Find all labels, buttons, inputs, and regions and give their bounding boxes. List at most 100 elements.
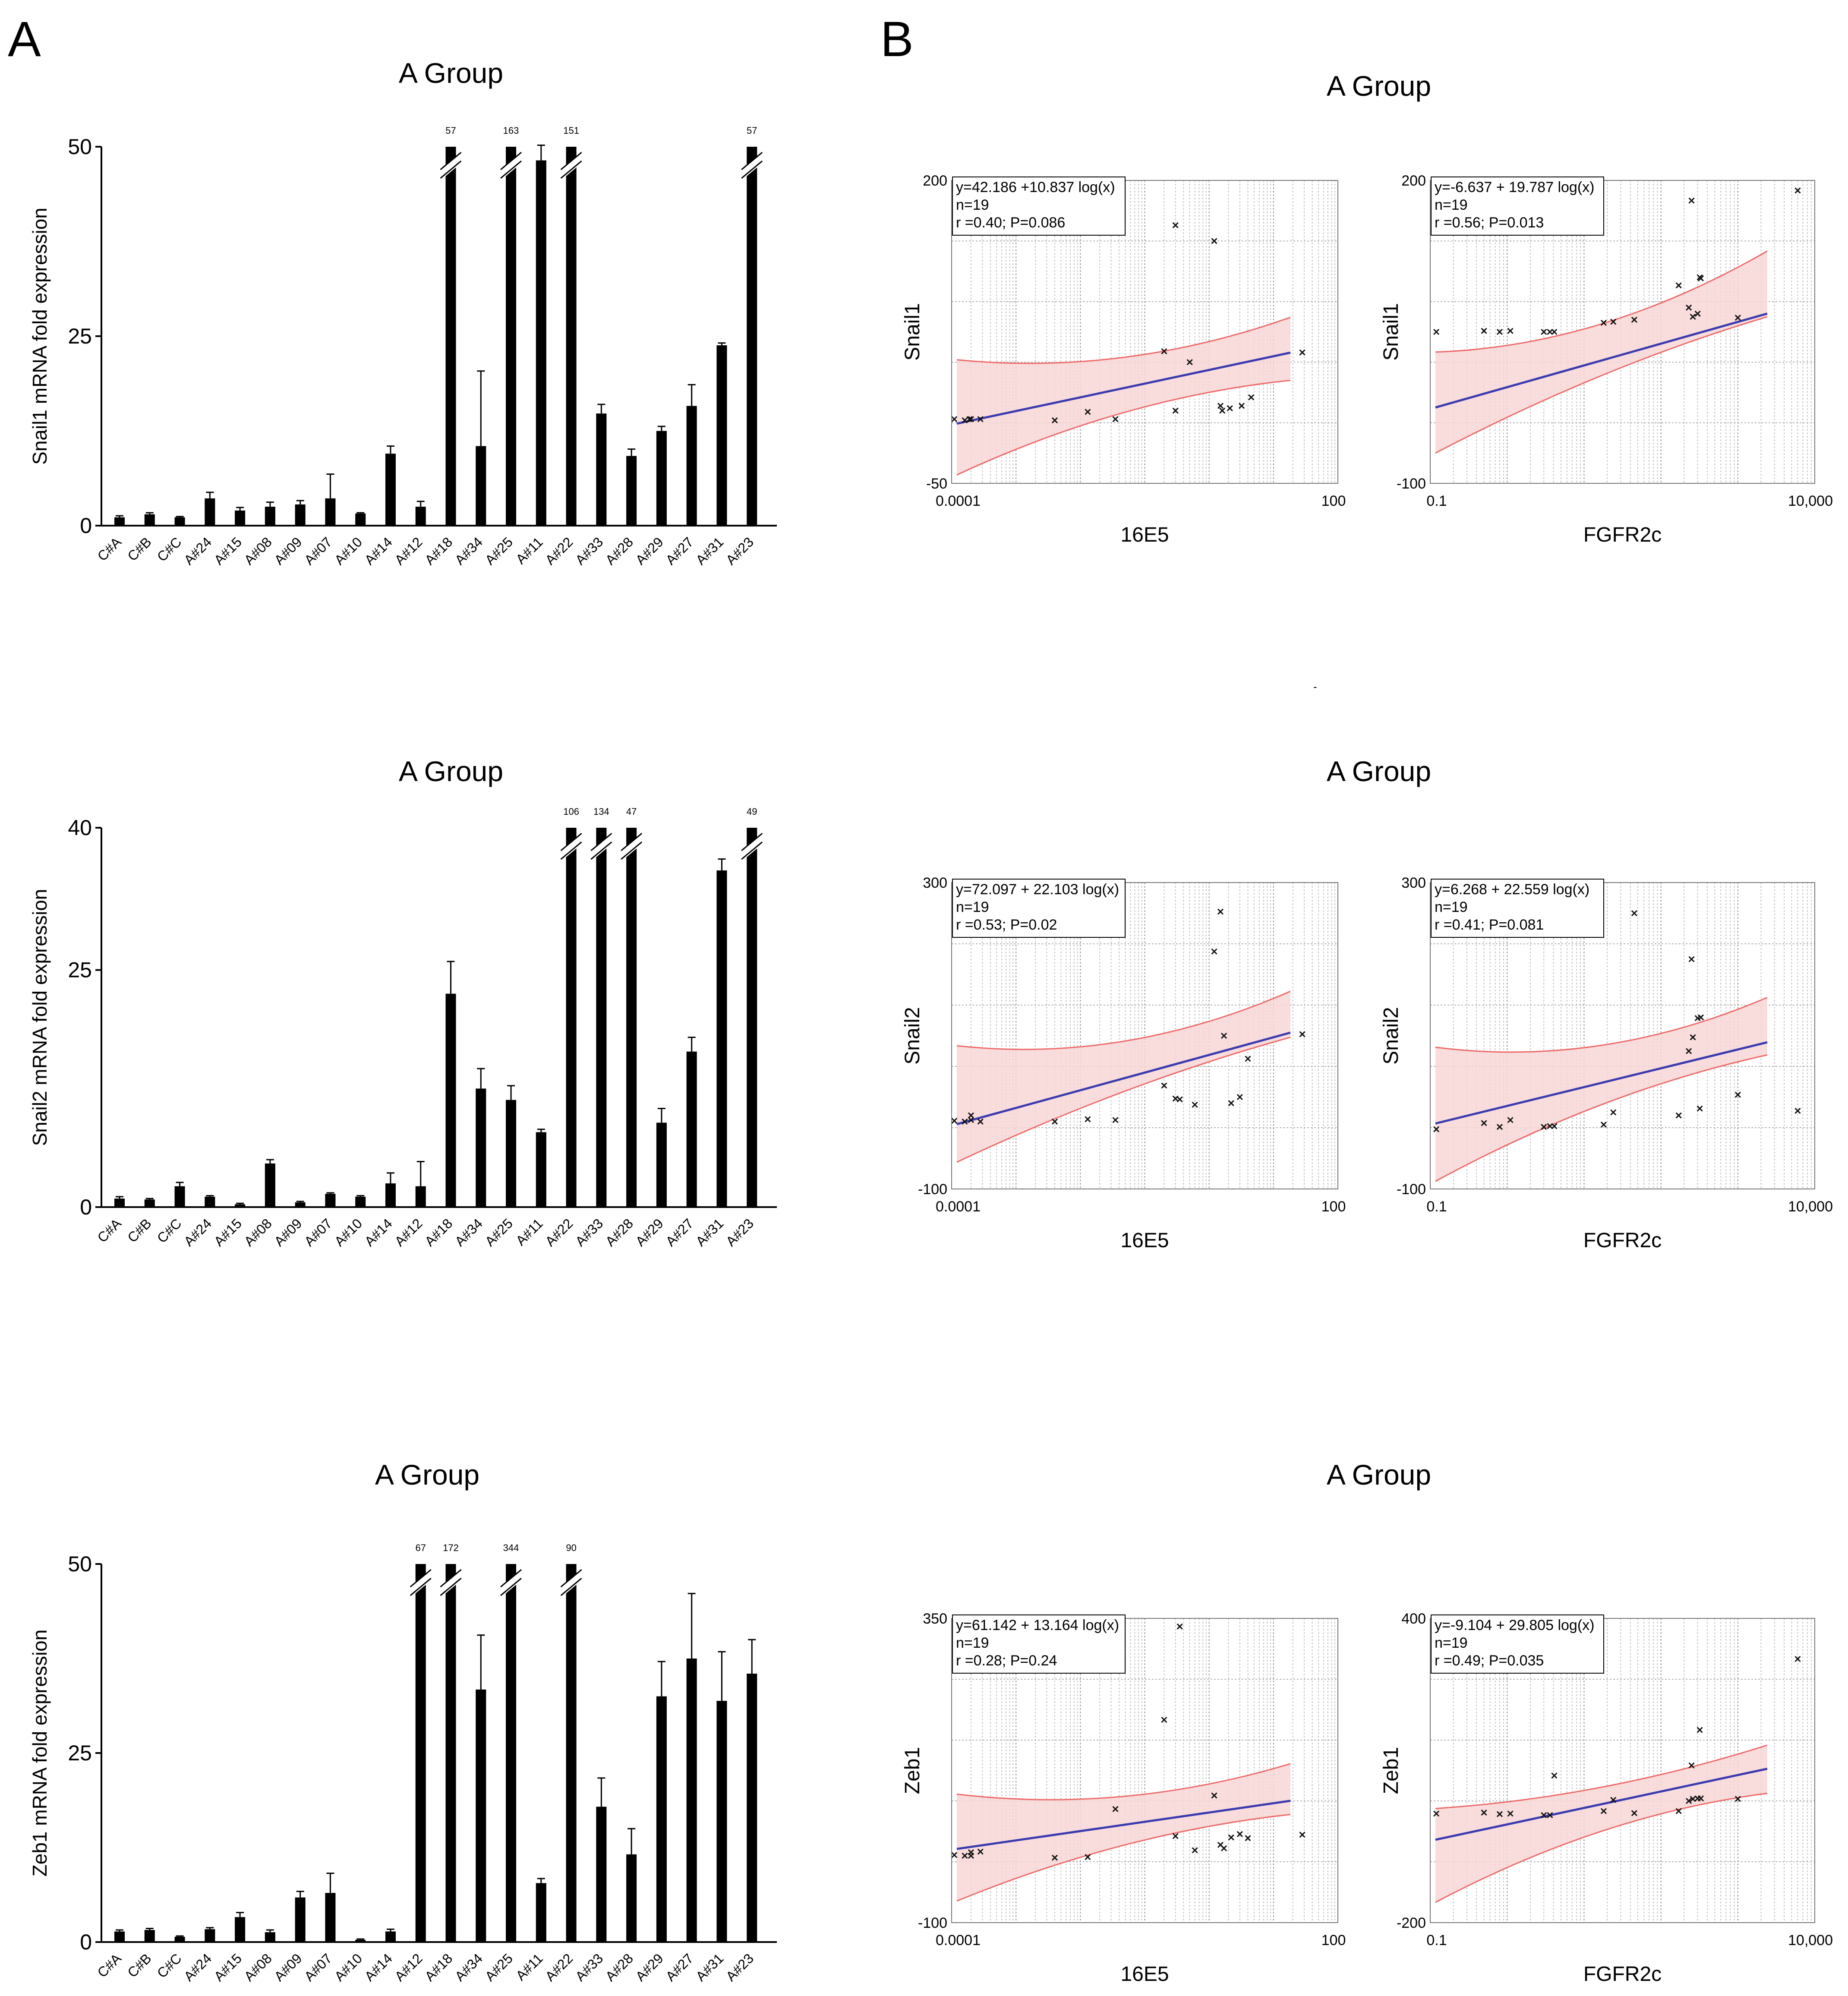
data-point: [1176, 1623, 1183, 1630]
data-point: [1051, 1854, 1058, 1861]
category-label: A#28: [602, 1215, 636, 1249]
data-point: [1794, 1655, 1801, 1662]
bar: [566, 147, 577, 526]
bar: [656, 1696, 667, 1942]
bar: [174, 517, 185, 526]
x-axis-label: FGFR2c: [1583, 523, 1662, 546]
plot-frame: [1430, 180, 1815, 484]
bar: [626, 828, 637, 1207]
category-label: A#18: [422, 1215, 455, 1249]
bar: [716, 1701, 727, 1942]
data-point: [1690, 1796, 1696, 1802]
data-point: [1211, 238, 1217, 244]
break-value-label: 344: [503, 1542, 519, 1553]
scatter-snail2-vs-16e5: y=72.097 + 22.103 log(x)n=19 r =0.53; P=0…: [901, 875, 1346, 1252]
bar: [506, 1100, 517, 1207]
category-label: A#24: [181, 1215, 214, 1249]
category-label: A#09: [271, 1950, 305, 1984]
y-tick-label: -200: [1397, 1915, 1426, 1931]
data-point: [1172, 222, 1179, 228]
scatter-row-3-title: A Group: [1327, 1459, 1431, 1491]
break-value-label: 57: [445, 125, 456, 136]
data-point: [1161, 348, 1167, 354]
axis-break-gap: [409, 1573, 432, 1594]
axis-break-line: [741, 160, 763, 179]
data-point: [1685, 304, 1692, 311]
bar: [174, 1936, 185, 1942]
bar: [686, 1051, 697, 1207]
stats-line: r =0.53; P=0.02: [956, 917, 1057, 933]
data-point: [1085, 409, 1091, 415]
confidence-lower-line: [956, 379, 1291, 476]
data-point: [1734, 1091, 1741, 1098]
axis-break-line: [560, 1569, 582, 1588]
category-label: A#12: [391, 1950, 425, 1984]
break-value-label: 49: [747, 806, 757, 817]
bar: [445, 1564, 456, 1942]
data-point: [1496, 328, 1503, 335]
data-point: [1220, 1845, 1227, 1851]
data-point: [1299, 1832, 1306, 1838]
bar-chart-1-title: A Group: [399, 57, 503, 89]
bar: [566, 1564, 577, 1942]
data-point: [1481, 328, 1487, 334]
y-axis-label: Zeb1 mRNA fold expression: [28, 1630, 51, 1877]
category-label: C#B: [124, 1950, 154, 1980]
data-point: [1631, 316, 1637, 323]
category-label: A#23: [723, 1215, 757, 1249]
data-point: [1481, 1809, 1487, 1816]
x-axis-label: FGFR2c: [1583, 1963, 1662, 1986]
category-label: A#33: [572, 534, 606, 568]
axis-break-gap: [620, 836, 643, 858]
bar: [385, 1183, 396, 1207]
axis-break-line: [500, 1577, 522, 1596]
category-label: A#25: [482, 1215, 516, 1249]
regression-line: [1435, 1767, 1768, 1841]
regression-line: [956, 1031, 1291, 1126]
data-point: [1631, 1810, 1637, 1816]
bar: [596, 828, 607, 1207]
category-label: A#11: [513, 1215, 546, 1249]
category-label: A#22: [542, 1950, 576, 1984]
confidence-band: [1435, 997, 1767, 1182]
scatter-snail2-vs-fgfr2c: y=6.268 + 22.559 log(x)n=19 r =0.41; P=0.…: [1380, 875, 1833, 1252]
category-label: A#31: [693, 1215, 726, 1249]
data-point: [1734, 1796, 1741, 1802]
data-point: [1685, 1048, 1692, 1054]
data-point: [1675, 1808, 1682, 1814]
data-point: [1697, 275, 1704, 282]
y-axis-label: Snail2: [1380, 1007, 1403, 1064]
x-tick-label: 100: [1321, 1198, 1346, 1215]
bar: [265, 1932, 275, 1942]
data-point: [1697, 1105, 1703, 1112]
confidence-lower-line: [956, 1813, 1291, 1902]
data-point: [1610, 318, 1617, 325]
confidence-lower-line: [1435, 1792, 1768, 1903]
data-point: [1227, 405, 1233, 411]
y-tick-label: 25: [68, 1741, 92, 1765]
stats-box: [1431, 1614, 1604, 1674]
category-label: A#12: [391, 534, 425, 568]
data-point: [1541, 1124, 1547, 1130]
stats-line: y=-6.637 + 19.787 log(x): [1435, 179, 1594, 196]
axis-break-gap: [499, 1573, 523, 1594]
x-axis-label: 16E5: [1120, 1963, 1169, 1986]
bar: [174, 1186, 185, 1207]
data-point: [1688, 197, 1695, 204]
data-point: [1236, 1831, 1243, 1837]
stats-line: y=42.186 +10.837 log(x): [956, 179, 1115, 196]
axis-break-line: [410, 1577, 432, 1596]
scatter-snail1-vs-fgfr2c: y=-6.637 + 19.787 log(x)n=19r =0.56; P=0…: [1380, 173, 1833, 546]
category-label: A#25: [482, 1950, 516, 1984]
y-axis-label: Snail2: [901, 1007, 924, 1064]
y-tick-label: 400: [1401, 1611, 1426, 1627]
category-label: A#08: [241, 534, 275, 568]
bar: [295, 1897, 306, 1942]
bar: [626, 456, 637, 526]
y-axis-label: Snail1 mRNA fold expression: [28, 208, 51, 465]
regression-line: [1435, 312, 1768, 409]
data-point: [1211, 1792, 1217, 1799]
x-axis-label: FGFR2c: [1583, 1229, 1662, 1252]
data-point: [1245, 1835, 1251, 1841]
